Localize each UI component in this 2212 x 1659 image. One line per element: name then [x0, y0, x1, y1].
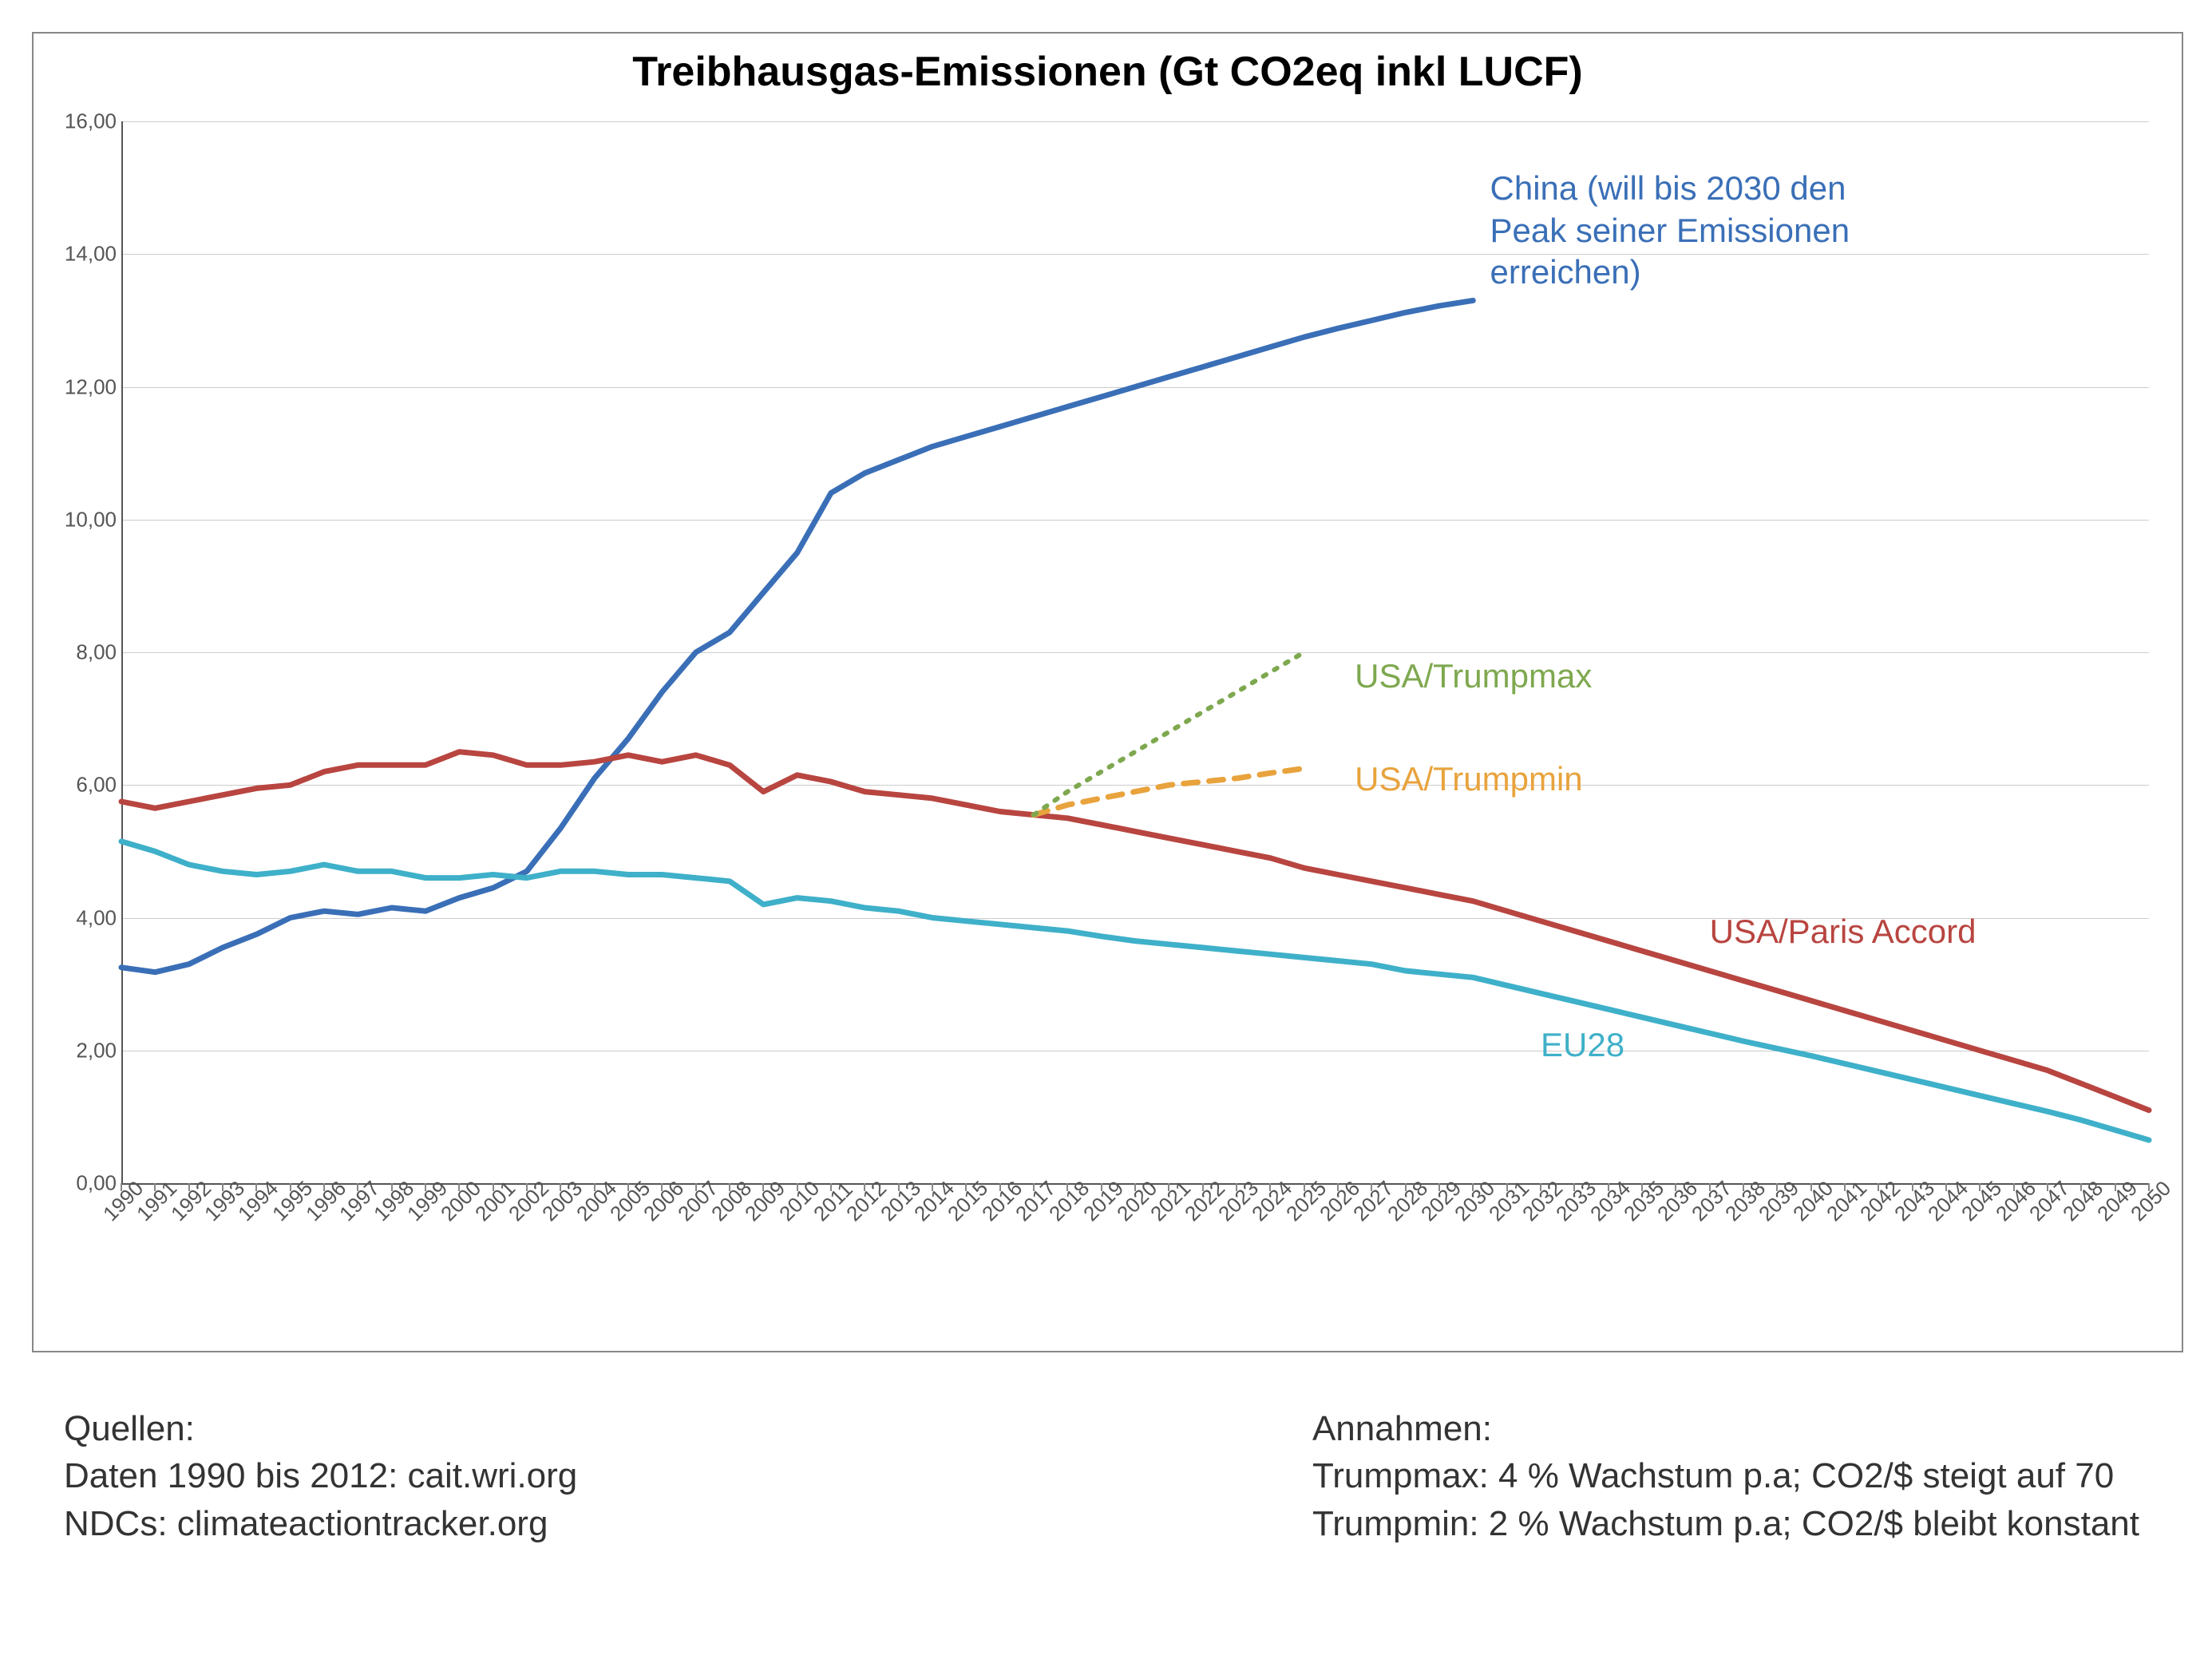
plot-area: 0,002,004,006,008,0010,0012,0014,0016,00…: [121, 121, 2149, 1183]
series-label-usa_trumpmax: USA/Trumpmax: [1355, 655, 1592, 698]
series-label-eu28: EU28: [1541, 1024, 1624, 1067]
y-tick-label: 10,00: [65, 507, 121, 532]
y-tick-label: 4,00: [76, 905, 121, 930]
y-tick-label: 14,00: [65, 242, 121, 267]
y-tick-label: 8,00: [76, 640, 121, 665]
notes-block: Quellen: Daten 1990 bis 2012: cait.wri.o…: [64, 1405, 2139, 1547]
notes-assumptions-line2: Trumpmin: 2 % Wachstum p.a; CO2/$ bleibt…: [1312, 1500, 2139, 1547]
series-label-usa_paris: USA/Paris Accord: [1710, 911, 1977, 953]
notes-assumptions-line1: Trumpmax: 4 % Wachstum p.a; CO2/$ steigt…: [1312, 1452, 2139, 1499]
notes-sources-heading: Quellen:: [64, 1405, 577, 1452]
chart-container: Treibhausgas-Emissionen (Gt CO2eq inkl L…: [32, 32, 2183, 1352]
series-label-usa_trumpmin: USA/Trumpmin: [1355, 758, 1583, 801]
notes-sources: Quellen: Daten 1990 bis 2012: cait.wri.o…: [64, 1405, 577, 1547]
y-tick-label: 2,00: [76, 1038, 121, 1063]
notes-sources-line1: Daten 1990 bis 2012: cait.wri.org: [64, 1452, 577, 1499]
chart-title: Treibhausgas-Emissionen (Gt CO2eq inkl L…: [34, 48, 2182, 96]
series-line-china: [121, 300, 1473, 972]
series-label-china: China (will bis 2030 denPeak seiner Emis…: [1490, 168, 1850, 294]
notes-sources-line2: NDCs: climateactiontracker.org: [64, 1500, 577, 1547]
series-line-eu28: [121, 841, 2149, 1140]
series-line-usa_trumpmax: [1034, 652, 1304, 815]
notes-assumptions-heading: Annahmen:: [1312, 1405, 2139, 1452]
y-tick-label: 6,00: [76, 773, 121, 798]
y-tick-label: 16,00: [65, 109, 121, 134]
y-tick-label: 12,00: [65, 374, 121, 399]
series-line-usa_trumpmin: [1034, 769, 1304, 815]
notes-assumptions: Annahmen: Trumpmax: 4 % Wachstum p.a; CO…: [1312, 1405, 2139, 1547]
